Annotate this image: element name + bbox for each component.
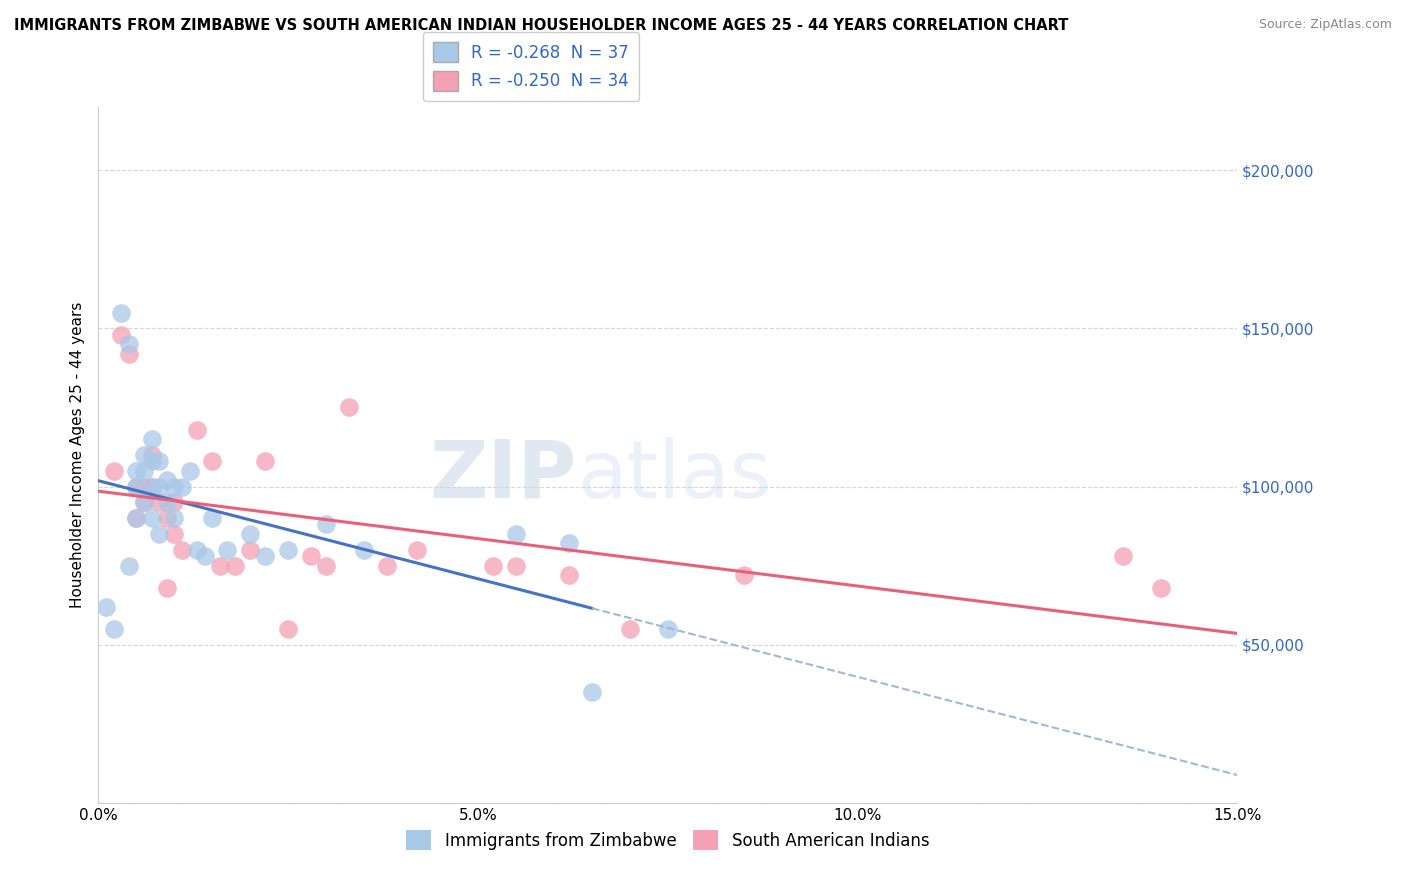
Point — [118, 558, 141, 573]
Point — [148, 454, 170, 468]
Point — [141, 454, 163, 468]
Point — [132, 448, 155, 462]
Point — [277, 622, 299, 636]
Point — [132, 495, 155, 509]
Point — [558, 568, 581, 582]
Legend: Immigrants from Zimbabwe, South American Indians: Immigrants from Zimbabwe, South American… — [399, 823, 936, 857]
Point — [141, 448, 163, 462]
Point — [156, 495, 179, 509]
Point — [125, 511, 148, 525]
Point — [148, 495, 170, 509]
Point — [315, 558, 337, 573]
Point — [125, 479, 148, 493]
Point — [194, 549, 217, 563]
Point — [94, 599, 117, 614]
Point — [619, 622, 641, 636]
Point — [141, 479, 163, 493]
Point — [337, 401, 360, 415]
Point — [141, 479, 163, 493]
Point — [163, 511, 186, 525]
Point — [239, 542, 262, 557]
Point — [277, 542, 299, 557]
Point — [217, 542, 239, 557]
Point — [110, 327, 132, 342]
Point — [125, 511, 148, 525]
Point — [482, 558, 505, 573]
Point — [254, 549, 277, 563]
Point — [224, 558, 246, 573]
Point — [208, 558, 231, 573]
Point — [505, 527, 527, 541]
Point — [581, 685, 603, 699]
Point — [201, 454, 224, 468]
Y-axis label: Householder Income Ages 25 - 44 years: Householder Income Ages 25 - 44 years — [69, 301, 84, 608]
Point — [118, 347, 141, 361]
Point — [254, 454, 277, 468]
Point — [118, 337, 141, 351]
Point — [156, 581, 179, 595]
Point — [186, 542, 208, 557]
Point — [110, 305, 132, 319]
Point — [132, 495, 155, 509]
Point — [148, 479, 170, 493]
Point — [315, 517, 337, 532]
Point — [156, 511, 179, 525]
Point — [170, 542, 193, 557]
Point — [733, 568, 755, 582]
Point — [406, 542, 429, 557]
Text: atlas: atlas — [576, 437, 770, 515]
Point — [1112, 549, 1135, 563]
Point — [163, 479, 186, 493]
Point — [657, 622, 679, 636]
Point — [163, 495, 186, 509]
Text: ZIP: ZIP — [429, 437, 576, 515]
Point — [132, 464, 155, 478]
Point — [163, 527, 186, 541]
Point — [125, 464, 148, 478]
Point — [505, 558, 527, 573]
Point — [1150, 581, 1173, 595]
Point — [125, 479, 148, 493]
Point — [103, 464, 125, 478]
Point — [132, 479, 155, 493]
Point — [201, 511, 224, 525]
Point — [179, 464, 201, 478]
Point — [186, 423, 208, 437]
Point — [299, 549, 322, 563]
Point — [141, 432, 163, 446]
Point — [156, 473, 179, 487]
Point — [558, 536, 581, 550]
Point — [148, 527, 170, 541]
Point — [103, 622, 125, 636]
Point — [170, 479, 193, 493]
Point — [375, 558, 398, 573]
Text: IMMIGRANTS FROM ZIMBABWE VS SOUTH AMERICAN INDIAN HOUSEHOLDER INCOME AGES 25 - 4: IMMIGRANTS FROM ZIMBABWE VS SOUTH AMERIC… — [14, 18, 1069, 33]
Text: Source: ZipAtlas.com: Source: ZipAtlas.com — [1258, 18, 1392, 31]
Point — [239, 527, 262, 541]
Point — [141, 511, 163, 525]
Point — [353, 542, 375, 557]
